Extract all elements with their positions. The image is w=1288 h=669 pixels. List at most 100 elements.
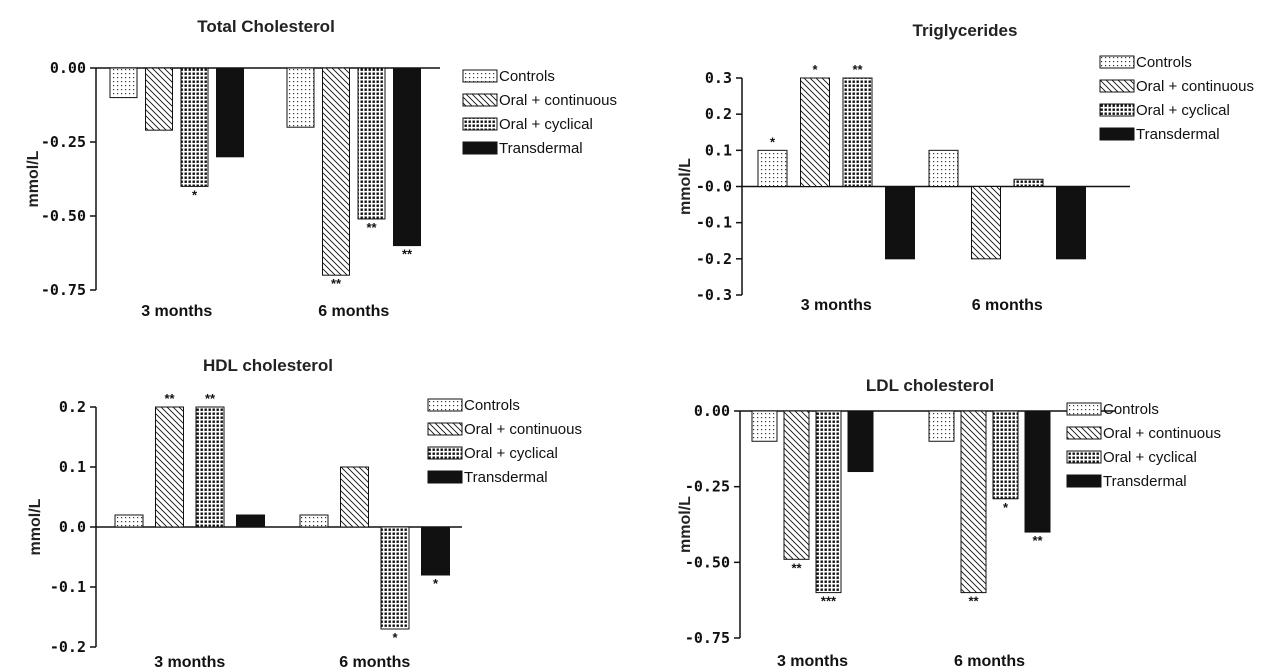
bar: [340, 466, 369, 528]
bar: [815, 410, 842, 594]
y-tick-label: -0.75: [685, 629, 730, 647]
bar: [1024, 410, 1051, 533]
legend-label: Oral + cyclical: [1136, 102, 1230, 119]
legend-swatch: [1066, 426, 1102, 440]
significance-label: **: [968, 594, 979, 609]
bar: [421, 526, 450, 576]
bar: [393, 67, 421, 247]
bar: [842, 77, 873, 187]
significance-label: **: [205, 391, 216, 406]
significance-label: *: [770, 134, 776, 149]
y-tick-label: -0.2: [696, 250, 732, 268]
legend-swatch: [427, 446, 463, 460]
category-label: 6 months: [954, 653, 1025, 669]
legend: Controls Oral + continuous Oral + cyclical…: [427, 397, 582, 486]
legend-swatch: [1099, 103, 1135, 117]
bar: [751, 410, 778, 442]
bar: [180, 67, 209, 187]
bar: [380, 526, 410, 630]
legend-swatch: [427, 422, 463, 436]
legend: Controls Oral + continuous Oral + cyclical…: [462, 68, 617, 157]
chart-title: LDL cholesterol: [866, 376, 994, 395]
y-tick-label: -0.50: [685, 553, 730, 571]
chart-title: HDL cholesterol: [203, 356, 333, 375]
chart-panel: LDL cholesterol mmol/L 0.00 -0.25 -0.50 -0.75…: [677, 376, 1221, 669]
bar: [1056, 186, 1086, 260]
y-tick-label: 0.00: [50, 59, 86, 77]
y-tick-label: -0.0: [696, 178, 732, 196]
bar: [114, 514, 144, 528]
category-label: 3 months: [801, 297, 872, 314]
legend-swatch: [1099, 55, 1135, 69]
bar: [286, 67, 315, 128]
y-axis-label: mmol/L: [677, 158, 694, 215]
y-axis-label: mmol/L: [25, 150, 42, 207]
category-label: 6 months: [318, 303, 389, 320]
legend-label: Transdermal: [464, 469, 548, 486]
legend-swatch: [1099, 79, 1135, 93]
bar: [299, 514, 329, 528]
legend-label: Controls: [1103, 401, 1159, 418]
y-axis-label: mmol/L: [27, 498, 44, 555]
chart-panel: Total Cholesterol mmol/L 0.00 -0.25 -0.50 -0.…: [25, 17, 617, 320]
bar: [928, 410, 955, 442]
significance-label: **: [402, 247, 413, 262]
legend-label: Oral + continuous: [464, 421, 582, 438]
bar: [928, 149, 959, 187]
legend-swatch: [462, 93, 498, 107]
chart-panel: HDL cholesterolmmol/L0.20.10.0-0.1-0.2**…: [27, 356, 582, 669]
significance-label: **: [331, 276, 342, 291]
legend-swatch: [1066, 450, 1102, 464]
legend-label: Oral + continuous: [1136, 78, 1254, 95]
y-tick-label: -0.1: [696, 214, 732, 232]
significance-label: *: [1003, 500, 1009, 515]
bar: [216, 67, 244, 158]
significance-label: *: [812, 62, 818, 77]
significance-label: ***: [821, 594, 837, 609]
y-tick-label: -0.2: [50, 638, 86, 656]
y-tick-label: 0.1: [705, 141, 732, 159]
significance-label: *: [433, 576, 439, 591]
y-tick-label: 0.3: [705, 69, 732, 87]
bar: [195, 406, 225, 528]
legend-label: Controls: [464, 397, 520, 414]
category-label: 6 months: [339, 654, 410, 669]
legend-swatch: [462, 141, 498, 155]
significance-label: **: [852, 62, 863, 77]
y-tick-label: 0.2: [59, 398, 86, 416]
y-tick-label: 0.0: [59, 518, 86, 536]
y-tick-label: -0.1: [50, 578, 86, 596]
significance-label: *: [192, 187, 198, 202]
y-tick-label: 0.2: [705, 105, 732, 123]
legend-swatch: [1066, 474, 1102, 488]
category-label: 3 months: [154, 654, 225, 669]
bar: [847, 410, 874, 473]
legend-label: Oral + continuous: [499, 92, 617, 109]
significance-label: **: [1032, 533, 1043, 548]
category-label: 6 months: [972, 297, 1043, 314]
legend-label: Transdermal: [1103, 473, 1187, 490]
bar: [109, 67, 138, 99]
y-tick-label: -0.50: [41, 207, 86, 225]
significance-label: **: [366, 220, 377, 235]
bar: [322, 67, 350, 276]
bar: [885, 186, 915, 260]
bar: [757, 149, 788, 187]
bar: [155, 406, 184, 528]
bar: [971, 186, 1001, 260]
bar: [783, 410, 810, 560]
significance-label: **: [164, 391, 175, 406]
legend-label: Oral + cyclical: [464, 445, 558, 462]
bar: [1013, 178, 1044, 187]
bar: [145, 67, 173, 131]
significance-label: **: [791, 560, 802, 575]
legend-label: Transdermal: [1136, 126, 1220, 143]
bar: [960, 410, 987, 594]
legend-label: Oral + cyclical: [1103, 449, 1197, 466]
category-label: 3 months: [141, 303, 212, 320]
legend-label: Oral + continuous: [1103, 425, 1221, 442]
legend-swatch: [462, 117, 498, 131]
legend-label: Controls: [499, 68, 555, 85]
y-tick-label: -0.75: [41, 281, 86, 299]
